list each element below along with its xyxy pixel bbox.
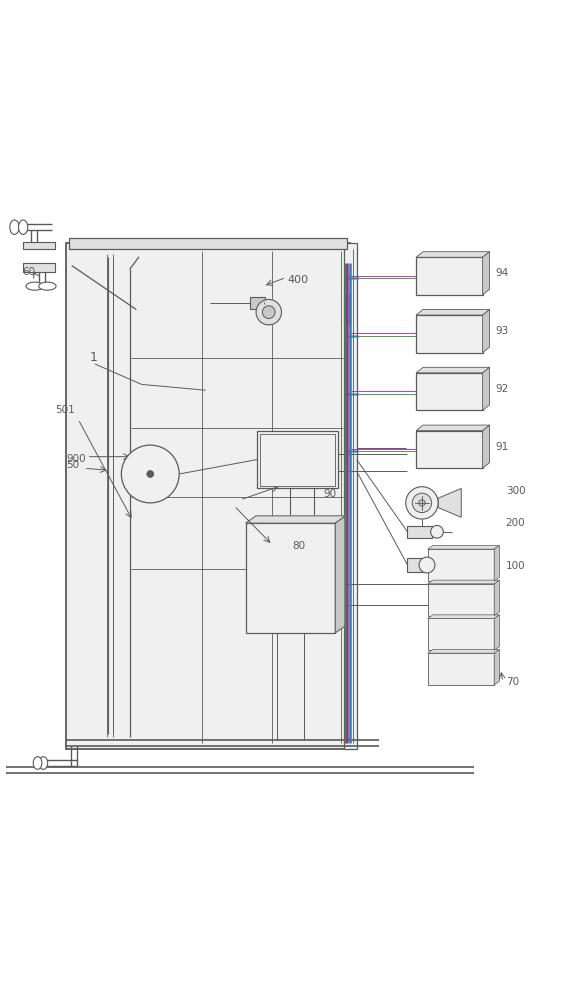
Text: 900: 900 (66, 454, 86, 464)
Circle shape (431, 525, 443, 538)
Ellipse shape (39, 282, 56, 290)
Text: 70: 70 (506, 677, 519, 687)
Bar (23, 263, 55, 272)
Text: 200: 200 (506, 518, 525, 528)
Ellipse shape (33, 757, 42, 769)
Polygon shape (246, 516, 346, 523)
Polygon shape (428, 650, 499, 653)
Polygon shape (428, 615, 499, 618)
Bar (407, 526, 432, 538)
Polygon shape (416, 252, 490, 257)
Polygon shape (438, 488, 461, 517)
Text: 91: 91 (495, 442, 509, 452)
Text: 1: 1 (90, 351, 98, 364)
Text: 92: 92 (495, 384, 509, 394)
Bar (250, 297, 265, 309)
Polygon shape (494, 650, 499, 685)
Polygon shape (483, 367, 490, 410)
Bar (69, 238, 347, 249)
Bar (344, 243, 357, 749)
Polygon shape (428, 580, 499, 584)
Text: 400: 400 (287, 275, 308, 285)
Text: 94: 94 (495, 268, 509, 278)
Polygon shape (483, 309, 490, 353)
Bar (246, 523, 335, 633)
Bar (428, 584, 494, 616)
Polygon shape (69, 241, 127, 246)
Text: 90: 90 (324, 489, 337, 499)
Bar (428, 549, 494, 581)
Polygon shape (416, 425, 490, 431)
Circle shape (256, 299, 281, 325)
Polygon shape (494, 545, 499, 581)
Text: 501: 501 (55, 405, 75, 415)
Circle shape (406, 487, 438, 519)
Bar (260, 434, 335, 486)
Circle shape (262, 306, 275, 319)
Bar (416, 373, 483, 410)
Circle shape (418, 500, 425, 506)
Text: 300: 300 (506, 486, 525, 496)
Bar (416, 315, 483, 353)
Circle shape (412, 493, 432, 513)
Polygon shape (149, 455, 176, 476)
Text: 60: 60 (22, 267, 35, 277)
Polygon shape (143, 474, 157, 499)
Ellipse shape (39, 757, 47, 769)
Bar (416, 257, 483, 295)
Bar (66, 243, 350, 749)
Polygon shape (483, 425, 490, 468)
Text: 80: 80 (292, 541, 305, 551)
Polygon shape (125, 455, 151, 476)
Bar (428, 618, 494, 650)
Polygon shape (494, 580, 499, 616)
Ellipse shape (26, 282, 43, 290)
Bar (416, 431, 483, 468)
Bar (23, 242, 55, 249)
Polygon shape (494, 615, 499, 650)
Circle shape (419, 557, 435, 573)
Bar (257, 431, 338, 488)
Text: 100: 100 (506, 561, 525, 571)
Text: 50: 50 (66, 460, 80, 470)
Ellipse shape (18, 220, 28, 234)
Bar (428, 653, 494, 685)
Bar (407, 558, 423, 572)
Circle shape (121, 445, 179, 503)
Ellipse shape (10, 220, 19, 234)
Polygon shape (416, 309, 490, 315)
Polygon shape (483, 252, 490, 295)
Polygon shape (416, 367, 490, 373)
Polygon shape (428, 545, 499, 549)
Circle shape (147, 471, 154, 477)
Text: 93: 93 (495, 326, 509, 336)
Polygon shape (335, 516, 346, 633)
